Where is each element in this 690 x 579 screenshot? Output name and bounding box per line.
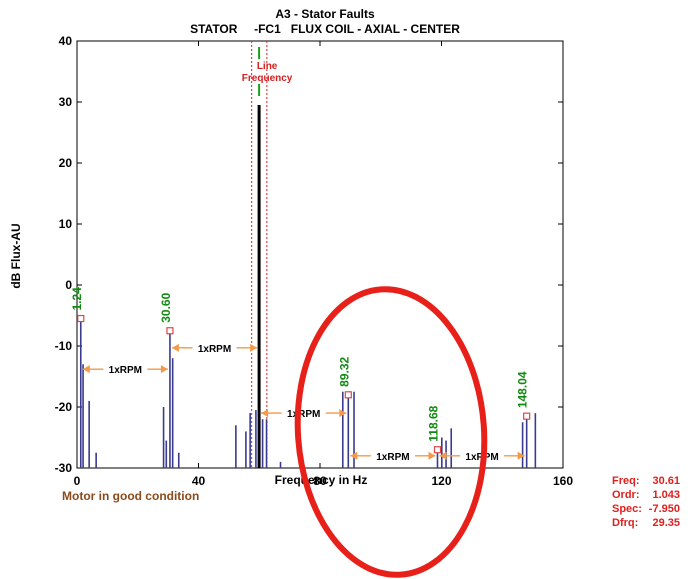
rpm-interval-label: 1xRPM [198, 344, 231, 355]
readout-ordr-label: Ordr: [612, 489, 640, 501]
rpm-arrow-head [517, 451, 525, 460]
y-tick-label: -10 [55, 339, 73, 353]
rpm-arrow-head [350, 451, 358, 460]
readout-dfrq-value: 29.35 [652, 517, 680, 529]
rpm-interval-label: 1xRPM [109, 365, 142, 376]
readout-freq-label: Freq: [612, 475, 640, 487]
peak-frequency-label: 89.32 [337, 356, 351, 386]
chart-title: A3 - Stator Faults [275, 7, 375, 21]
peak-marker [523, 412, 531, 420]
y-tick-label: 30 [59, 95, 73, 109]
x-tick-label: 120 [431, 474, 451, 488]
rpm-arrow-head [250, 343, 258, 352]
readout-ordr-value: 1.043 [652, 489, 680, 501]
chart-subtitle: STATOR -FC1 FLUX COIL - AXIAL - CENTER [190, 22, 460, 36]
rpm-arrow-head [82, 365, 90, 374]
rpm-interval-label: 1xRPM [287, 409, 320, 420]
peak-frequency-label: 148.04 [516, 371, 530, 408]
plot-frame [76, 40, 564, 469]
rpm-arrow-head [339, 409, 347, 418]
x-tick-label: 40 [192, 474, 206, 488]
readout-spec-value: -7.950 [649, 503, 680, 515]
y-tick-label: -30 [55, 461, 73, 475]
line-frequency-label: Line [257, 61, 278, 72]
rpm-interval-label: 1xRPM [376, 452, 409, 463]
y-tick-label: 20 [59, 156, 73, 170]
rpm-arrow-head [160, 365, 168, 374]
y-tick-label: -20 [55, 400, 73, 414]
x-tick-label: 80 [313, 474, 327, 488]
peak-marker [166, 327, 174, 335]
x-axis-label: Frequency in Hz [275, 473, 368, 487]
peak-frequency-label: 30.60 [159, 292, 173, 322]
peak-frequency-label: 1.24 [70, 287, 84, 311]
cursor-readout: Freq: 30.61 Ordr: 1.043 Spec: -7.950 Dfr… [612, 475, 680, 529]
peak-marker [77, 314, 85, 323]
readout-freq-value: 30.61 [652, 475, 680, 487]
peak-frequency-label: 118.68 [426, 405, 440, 441]
y-axis-label: dB Flux-AU [9, 223, 23, 288]
annotation-circle [294, 286, 488, 578]
peak-marker [344, 391, 352, 399]
rpm-arrow-head [261, 409, 269, 418]
readout-dfrq-label: Dfrq: [612, 517, 638, 529]
peak-marker [433, 446, 442, 454]
readout-spec-label: Spec: [612, 503, 642, 515]
y-tick-label: 10 [59, 217, 73, 231]
line-frequency-label: Frequency [242, 73, 293, 84]
rpm-arrow-head [439, 451, 447, 460]
rpm-arrow-head [171, 343, 179, 352]
rpm-arrow-head [428, 451, 436, 460]
x-tick-label: 160 [553, 474, 573, 488]
x-tick-label: 0 [74, 474, 81, 488]
y-tick-label: 0 [65, 278, 72, 292]
y-tick-label: 40 [59, 34, 73, 48]
motor-status-text: Motor in good condition [62, 489, 199, 503]
